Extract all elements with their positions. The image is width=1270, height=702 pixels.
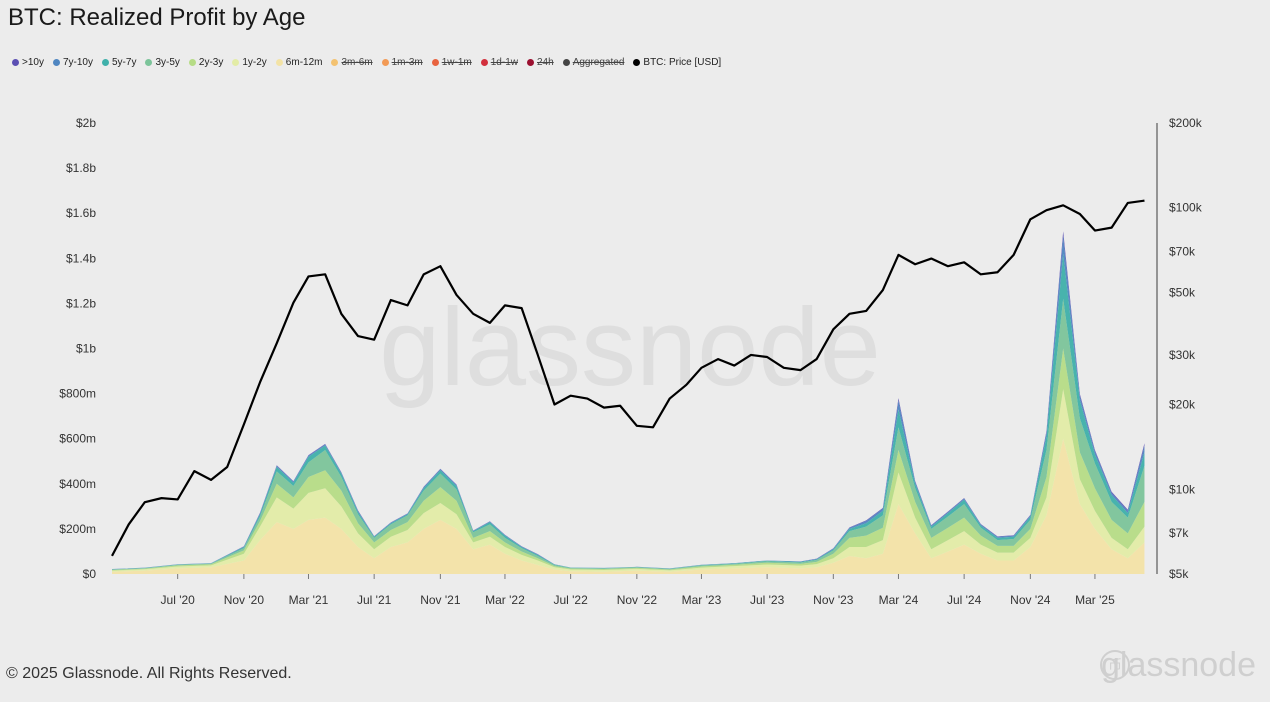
x-tick-label: Nov '21 [420,593,461,607]
legend-dot-icon [275,59,283,66]
area-series-2 [112,348,1145,571]
legend-dot-icon [480,59,488,66]
legend-label: 6m-12m [285,57,323,68]
copyright-footer: © 2025 Glassnode. All Rights Reserved. [6,665,292,682]
y-right-tick-label: $7k [1169,526,1189,540]
legend-label: 3m-6m [341,57,373,68]
legend-dot-icon [145,59,153,66]
y-left-tick-label: $1.6b [66,206,96,220]
legend-item[interactable]: >10y [12,57,44,68]
legend: >10y 7y-10y 5y-7y 3y-5y 2y-3y 1y-2y 6m-12m 3m-6… [12,57,721,68]
legend-item[interactable]: 7y-10y [52,57,93,68]
area-series-3 [112,298,1145,570]
area-layers [112,231,1145,574]
legend-label: 3y-5y [155,57,180,68]
legend-item[interactable]: 1w-1m [431,57,472,68]
chart-title: BTC: Realized Profit by Age [8,4,306,31]
y-left-tick-label: $0 [83,567,97,581]
y-right-tick-label: $5k [1169,567,1189,581]
legend-dot-icon [52,59,60,66]
legend-label: >10y [22,57,44,68]
x-tick-label: Mar '23 [682,593,722,607]
legend-item[interactable]: 2y-3y [188,57,224,68]
y-right-tick-label: $100k [1169,201,1203,215]
y-left-tick-label: $600m [59,432,96,446]
x-tick-label: Nov '23 [813,593,854,607]
legend-dot-icon [381,59,389,66]
x-tick-label: Mar '24 [879,593,919,607]
y-right-tick-label: $50k [1169,285,1196,299]
area-series-4 [112,253,1145,570]
corner-brand: glassnode [1100,646,1256,684]
x-tick-label: Jul '23 [750,593,785,607]
legend-dot-icon [562,59,570,66]
legend-item[interactable]: 24h [527,57,554,68]
legend-item[interactable]: 6m-12m [275,57,323,68]
y-left-tick-label: $1.4b [66,251,96,265]
legend-dot-icon [527,59,534,66]
y-right-tick-label: $10k [1169,482,1196,496]
legend-dot-icon [331,59,339,66]
legend-dot-icon [12,59,19,66]
legend-dot-icon [188,59,196,66]
y-right-tick-label: $200k [1169,116,1203,130]
x-tick-label: Jul '24 [947,593,982,607]
y-left-tick-label: $2b [76,116,96,130]
y-left-tick-label: $400m [59,477,96,491]
y-left-tick-label: $1.8b [66,161,96,175]
y-left-tick-label: $200m [59,522,96,536]
x-tick-label: Mar '21 [289,593,329,607]
legend-item[interactable]: Aggregated [562,57,625,68]
legend-label: 24h [537,57,554,68]
price-line [111,199,1145,557]
x-tick-label: Mar '22 [485,593,525,607]
x-tick-label: Nov '22 [617,593,658,607]
legend-label: 2y-3y [198,57,224,68]
y-right-tick-label: $30k [1169,348,1196,362]
legend-label: 1d-1w [490,57,518,68]
x-tick-label: Nov '20 [224,593,265,607]
chart: glassnode $0 $200m $400m $600m $800m $1b $1.2b… [59,116,1202,607]
corner-badge-icon: 币 [1100,650,1130,680]
legend-item[interactable]: BTC: Price [USD] [633,57,721,68]
legend-item[interactable]: 3m-6m [331,57,373,68]
legend-item[interactable]: 1d-1w [480,57,518,68]
price-line-group [111,199,1145,557]
area-series-1 [112,389,1145,572]
y-right-tick-label: $20k [1169,398,1196,412]
legend-dot-icon [101,59,109,66]
legend-label: 1y-2y [242,57,267,68]
legend-label: 1m-3m [391,57,423,68]
legend-dot-icon [431,59,439,66]
area-series-0 [112,438,1145,574]
legend-item[interactable]: 3y-5y [145,57,180,68]
legend-label: BTC: Price [USD] [643,57,722,68]
x-tick-label: Mar '25 [1075,593,1115,607]
legend-label: 1w-1m [441,57,472,68]
x-tick-label: Jul '20 [161,593,196,607]
axes: $0 $200m $400m $600m $800m $1b $1.2b $1.4b $1.6b… [59,116,1202,607]
y-right-tick-label: $70k [1169,244,1196,258]
x-tick-label: Jul '21 [357,593,392,607]
watermark: glassnode [379,286,881,409]
legend-label: 5y-7y [111,57,137,68]
legend-dot-icon [232,59,240,66]
x-tick-label: Jul '22 [553,593,588,607]
area-series-5 [112,235,1145,570]
legend-label: 7y-10y [62,57,93,68]
legend-label: Aggregated [572,57,625,68]
y-left-tick-label: $800m [59,387,96,401]
x-tick-label: Nov '24 [1010,593,1051,607]
legend-item[interactable]: 5y-7y [101,57,137,68]
legend-dot-icon [633,59,641,66]
legend-item[interactable]: 1y-2y [232,57,267,68]
y-left-tick-label: $1.2b [66,296,96,310]
y-left-tick-label: $1b [76,342,96,356]
legend-item[interactable]: 1m-3m [381,57,423,68]
